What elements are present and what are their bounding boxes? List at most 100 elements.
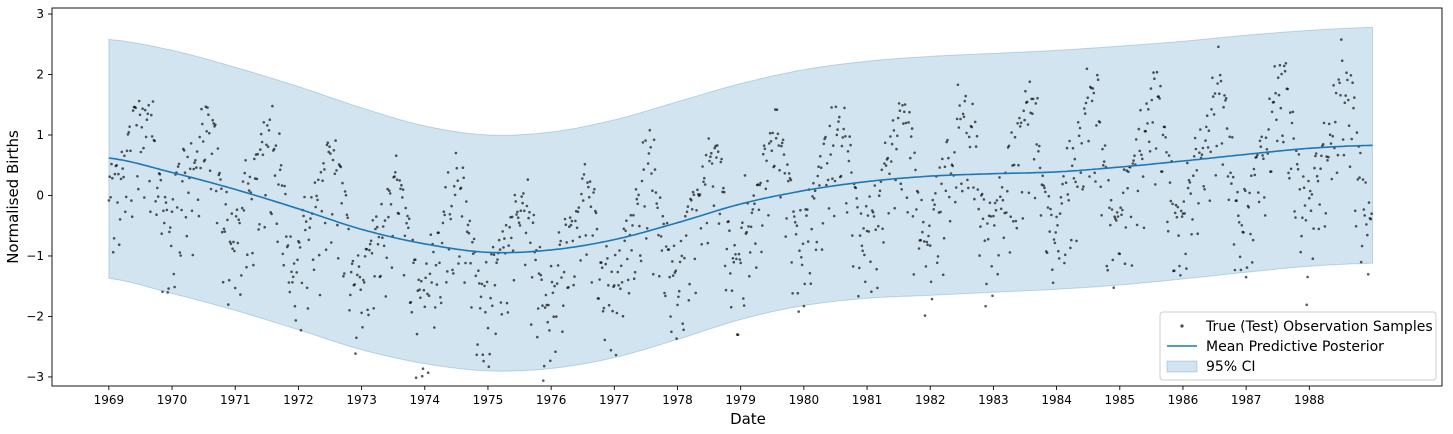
observation-point [678, 260, 682, 264]
observation-point [274, 144, 278, 147]
observation-point [189, 142, 193, 145]
observation-point [472, 237, 476, 241]
observation-point [1233, 268, 1237, 272]
observation-point [192, 167, 195, 171]
observation-point [688, 282, 691, 286]
observation-point [362, 278, 365, 282]
observation-point [1093, 171, 1096, 175]
observation-point [637, 193, 640, 197]
observation-point [829, 153, 832, 156]
legend-label-mean: Mean Predictive Posterior [1206, 339, 1384, 355]
observation-point [358, 275, 362, 279]
observation-point [216, 147, 220, 150]
observation-point [491, 304, 494, 308]
observation-point [1039, 214, 1043, 217]
observation-point [496, 258, 499, 261]
observation-point [111, 250, 115, 254]
observation-point [663, 291, 666, 295]
observation-point [867, 230, 871, 233]
observation-point [993, 224, 996, 227]
observation-point [929, 280, 933, 284]
observation-point [1311, 257, 1315, 261]
observation-point [348, 309, 351, 312]
observation-point [959, 117, 962, 121]
observation-point [806, 208, 809, 211]
observation-point [660, 249, 664, 252]
observation-point [1330, 177, 1334, 181]
observation-point [185, 234, 189, 238]
observation-point [1204, 139, 1207, 142]
observation-point [729, 305, 733, 309]
observation-point [214, 189, 218, 193]
observation-point [215, 221, 219, 225]
observation-point [353, 283, 357, 286]
x-tick-label: 1986 [1168, 393, 1199, 407]
observation-point [990, 265, 993, 268]
observation-point [970, 125, 974, 129]
observation-point [615, 311, 619, 315]
observation-point [230, 212, 234, 215]
observation-point [190, 209, 194, 213]
observation-point [658, 196, 662, 199]
observation-point [1202, 185, 1205, 188]
observation-point [427, 294, 431, 298]
observation-point [511, 249, 515, 252]
observation-point [957, 126, 961, 129]
observation-point [1070, 164, 1074, 168]
x-tick-label: 1981 [852, 393, 883, 407]
observation-point [860, 244, 864, 248]
observation-point [407, 226, 410, 230]
observation-point [830, 106, 833, 109]
observation-point [334, 139, 337, 142]
observation-point [1212, 113, 1216, 116]
observation-point [1201, 146, 1205, 150]
observation-point [734, 253, 737, 256]
observation-point [917, 247, 921, 250]
observation-point [778, 168, 781, 172]
observation-point [903, 103, 907, 106]
observation-point [369, 239, 373, 243]
observation-point [261, 153, 265, 157]
observation-point [160, 232, 163, 235]
observation-point [827, 207, 831, 210]
observation-point [155, 213, 158, 216]
observation-point [536, 307, 540, 310]
observation-point [465, 230, 469, 233]
observation-point [520, 195, 523, 198]
observation-point [330, 241, 333, 244]
observation-point [153, 139, 156, 143]
observation-point [780, 144, 783, 148]
observation-point [351, 259, 355, 263]
observation-point [1276, 76, 1280, 79]
observation-point [669, 315, 672, 318]
observation-point [1043, 186, 1046, 190]
observation-point [1205, 114, 1209, 117]
observation-point [1347, 124, 1351, 127]
observation-point [1364, 181, 1367, 184]
observation-point [474, 274, 478, 278]
observation-point [1096, 78, 1100, 81]
observation-point [395, 178, 399, 181]
observation-point [933, 203, 936, 206]
observation-point [1316, 179, 1320, 183]
observation-point [792, 210, 795, 213]
observation-point [700, 243, 703, 246]
observation-point [272, 147, 276, 151]
observation-point [1259, 145, 1263, 148]
observation-point [757, 208, 761, 212]
observation-point [1109, 198, 1113, 202]
observation-point [1141, 157, 1144, 161]
observation-point [1094, 180, 1097, 183]
observation-point [737, 252, 741, 256]
observation-point [1319, 167, 1322, 170]
observation-point [406, 214, 409, 218]
observation-point [648, 128, 652, 132]
observation-point [814, 248, 818, 252]
observation-point [600, 261, 603, 264]
observation-point [1045, 251, 1049, 254]
observation-point [1126, 186, 1129, 190]
observation-point [984, 304, 987, 308]
observation-point [245, 265, 248, 269]
observation-point [837, 120, 840, 123]
observation-point [1041, 174, 1044, 178]
